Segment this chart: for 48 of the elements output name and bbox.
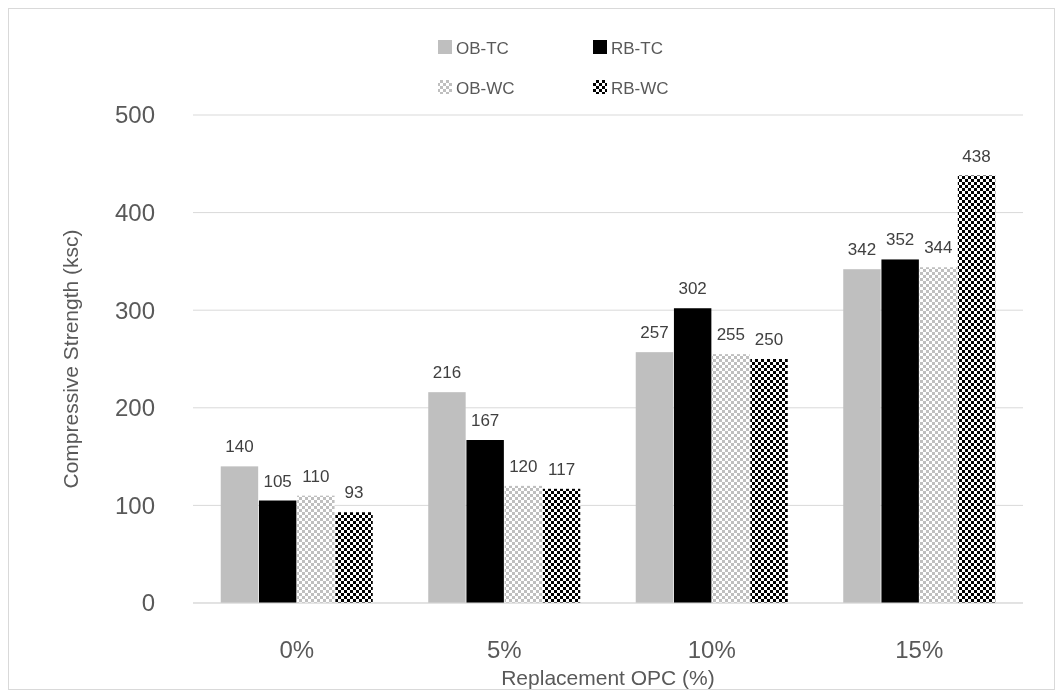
- data-label: 342: [847, 240, 877, 260]
- legend-label: OB-TC: [456, 38, 509, 58]
- bar: [957, 175, 996, 603]
- data-label: 438: [962, 146, 991, 166]
- bar: [919, 267, 958, 603]
- bar: [542, 488, 581, 603]
- x-tick-label: 15%: [895, 636, 944, 663]
- data-label: 140: [225, 437, 254, 457]
- data-label: 250: [754, 330, 784, 349]
- data-label: 255: [716, 325, 746, 345]
- bar: [428, 392, 466, 603]
- bar: [504, 485, 543, 603]
- x-tick-label: 10%: [687, 636, 736, 663]
- data-label: 93: [344, 483, 364, 503]
- data-label: 120: [509, 456, 538, 476]
- bar: [466, 440, 504, 603]
- x-tick-label: 0%: [279, 636, 315, 663]
- data-label: 302: [678, 279, 707, 299]
- bar: [220, 466, 259, 603]
- y-tick-label: 100: [114, 491, 155, 519]
- data-label: 167: [470, 411, 500, 431]
- data-label: 352: [885, 230, 915, 250]
- legend-label: RB-WC: [611, 78, 669, 98]
- y-tick-label: 500: [114, 101, 155, 129]
- legend-label: OB-WC: [456, 78, 515, 98]
- bar: [297, 495, 335, 603]
- bar: [635, 352, 674, 603]
- data-label: 105: [263, 471, 292, 491]
- legend-label: RB-TC: [611, 38, 663, 58]
- bar: [881, 259, 919, 603]
- data-label: 344: [924, 238, 953, 258]
- bar: [258, 500, 297, 603]
- data-label: 117: [547, 459, 576, 479]
- y-tick-label: 0: [141, 589, 155, 617]
- bar: [843, 269, 881, 603]
- y-tick-label: 300: [114, 296, 155, 324]
- y-axis-title: Compressive Strength (ksc): [59, 229, 82, 489]
- data-label: 216: [432, 363, 462, 383]
- y-tick-label: 200: [114, 394, 155, 422]
- bar: [673, 308, 712, 603]
- y-tick-label: 400: [114, 199, 155, 226]
- bar: [712, 354, 750, 603]
- bar: [750, 359, 788, 603]
- data-label: 257: [640, 323, 669, 343]
- data-label: 110: [302, 466, 330, 486]
- x-axis-title: Replacement OPC (%): [501, 666, 715, 689]
- bar: [335, 512, 373, 603]
- x-tick-label: 5%: [486, 636, 522, 663]
